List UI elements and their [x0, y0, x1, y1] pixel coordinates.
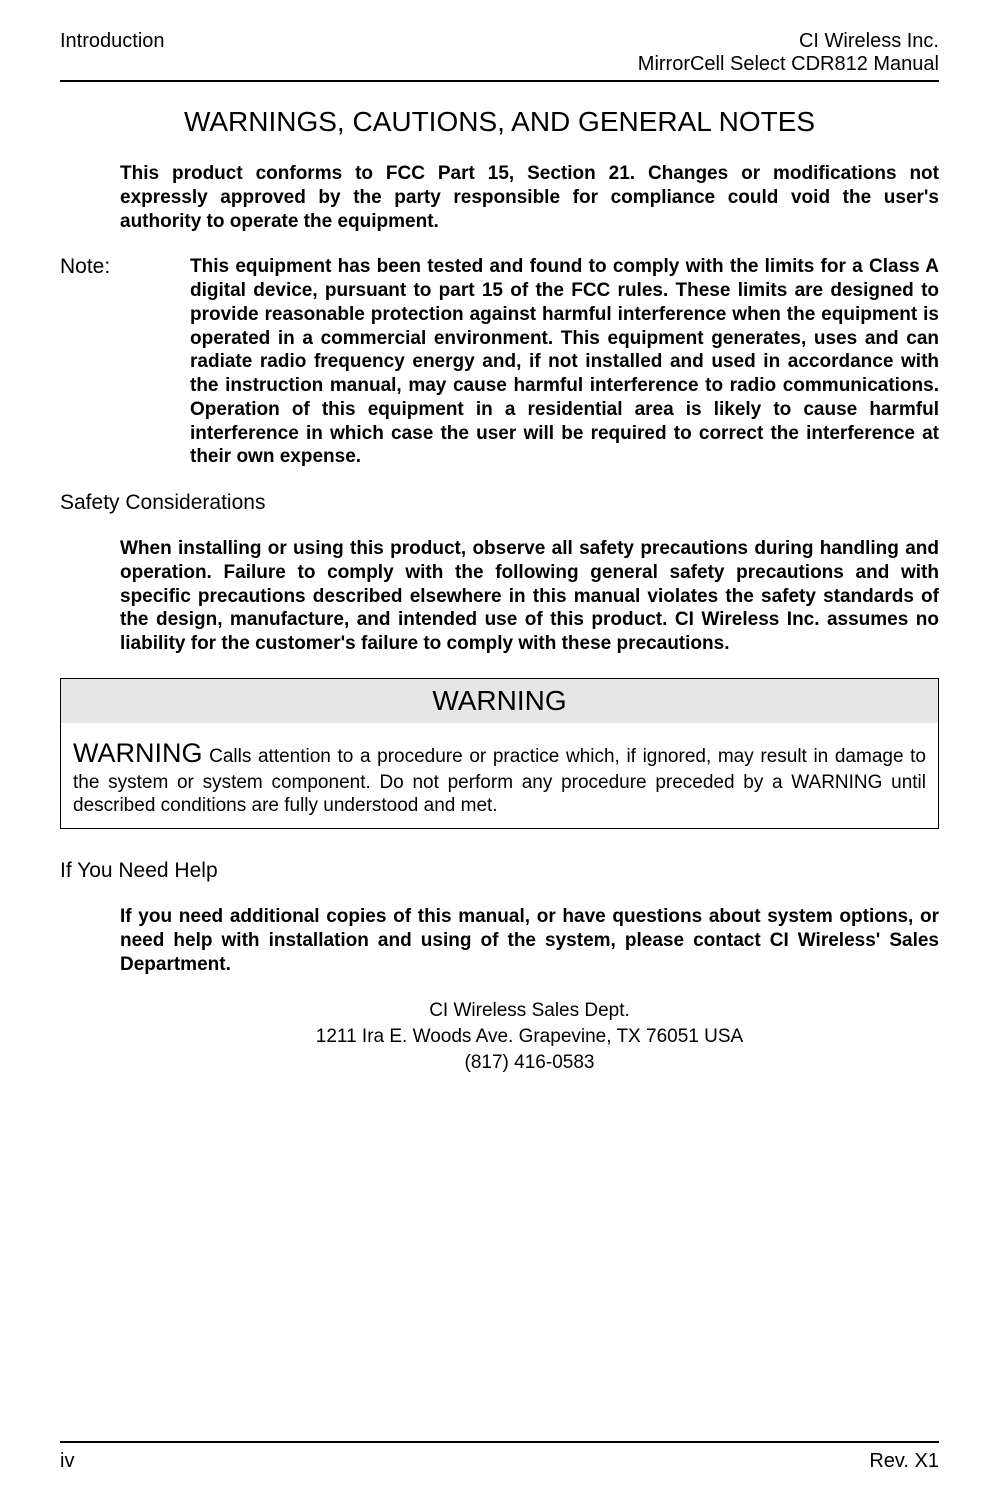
note-label: Note:	[60, 255, 190, 469]
warning-box: WARNING WARNING Calls attention to a pro…	[60, 678, 939, 829]
contact-address: 1211 Ira E. Woods Ave. Grapevine, TX 760…	[120, 1024, 939, 1050]
header-product: MirrorCell Select CDR812 Manual	[638, 53, 939, 76]
footer-rule	[60, 1441, 939, 1443]
help-heading: If You Need Help	[60, 859, 939, 883]
safety-heading: Safety Considerations	[60, 491, 939, 515]
header-rule	[60, 80, 939, 82]
intro-paragraph: This product conforms to FCC Part 15, Se…	[120, 162, 939, 233]
contact-dept: CI Wireless Sales Dept.	[120, 998, 939, 1024]
note-block: Note: This equipment has been tested and…	[60, 255, 939, 469]
footer-revision: Rev. X1	[869, 1450, 939, 1473]
page-footer: iv Rev. X1	[60, 1450, 939, 1473]
header-company: CI Wireless Inc.	[638, 30, 939, 53]
footer-page-number: iv	[60, 1450, 74, 1473]
header-right: CI Wireless Inc. MirrorCell Select CDR81…	[638, 30, 939, 76]
note-body: This equipment has been tested and found…	[190, 255, 939, 469]
safety-paragraph: When installing or using this product, o…	[120, 537, 939, 656]
header-left: Introduction	[60, 30, 165, 53]
help-paragraph: If you need additional copies of this ma…	[120, 905, 939, 976]
contact-block: CI Wireless Sales Dept. 1211 Ira E. Wood…	[120, 998, 939, 1075]
page-title: WARNINGS, CAUTIONS, AND GENERAL NOTES	[60, 106, 939, 138]
intro-block: This product conforms to FCC Part 15, Se…	[60, 162, 939, 233]
contact-phone: (817) 416-0583	[120, 1050, 939, 1076]
warning-box-body: WARNING Calls attention to a procedure o…	[61, 723, 938, 828]
warning-lead: WARNING	[73, 738, 203, 768]
help-block: If you need additional copies of this ma…	[60, 905, 939, 1075]
safety-block: When installing or using this product, o…	[60, 537, 939, 656]
warning-box-header: WARNING	[61, 679, 938, 723]
page-header: Introduction CI Wireless Inc. MirrorCell…	[60, 30, 939, 76]
